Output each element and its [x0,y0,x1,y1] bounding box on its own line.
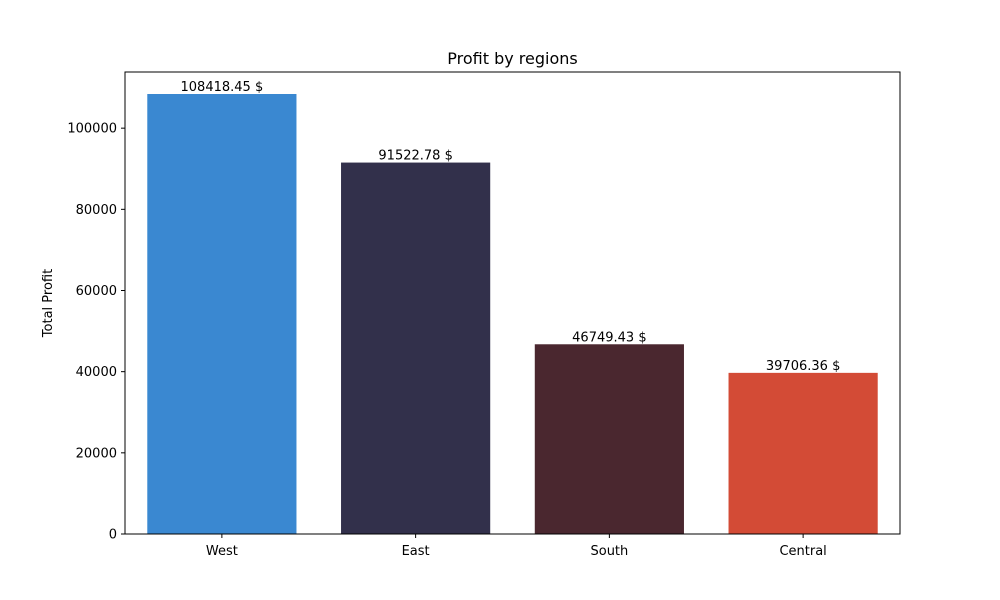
data-label-west: 108418.45 $ [181,80,264,95]
data-labels-group: 108418.45 $ 91522.78 $ 46749.43 $ 39706.36 … [181,80,841,374]
bar-south [534,344,684,534]
y-tick-label: 100000 [67,122,117,137]
y-tick-label: 80000 [76,203,117,218]
y-tick-label: 60000 [76,284,117,299]
plot-frame [124,71,901,535]
data-label-central: 39706.36 $ [766,359,840,374]
bar-central [728,372,878,534]
x-tick-label-south: South [590,544,628,559]
bar-east [341,162,491,534]
x-axis: West East South Central [206,534,827,559]
x-tick-label-west: West [206,544,238,559]
y-tick-label: 20000 [76,446,117,461]
y-tick-label: 0 [109,528,117,543]
data-label-east: 91522.78 $ [378,149,452,164]
chart-title: Profit by regions [447,49,577,68]
x-tick-label-east: East [402,544,430,559]
y-tick-label: 40000 [76,365,117,380]
y-axis: 0 20000 40000 60000 80000 100000 [67,122,125,543]
bars-group [147,93,878,534]
bar-west [147,93,297,534]
y-axis-label: Total Profit [41,269,56,338]
data-label-south: 46749.43 $ [572,330,646,345]
x-tick-label-central: Central [779,544,826,559]
